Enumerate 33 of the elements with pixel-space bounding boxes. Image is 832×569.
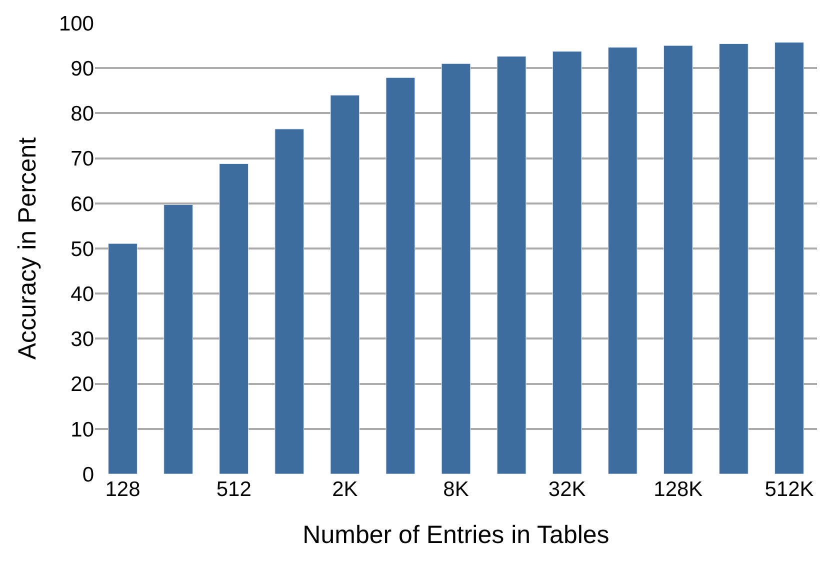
x-tick-label: 32K — [548, 478, 586, 501]
bar — [330, 94, 360, 474]
x-tick-label: 512K — [764, 478, 814, 501]
bar — [108, 243, 138, 474]
y-tick-label: 0 — [82, 463, 94, 486]
y-tick-label: 100 — [58, 12, 94, 36]
bar — [219, 163, 249, 474]
x-tick-label: 512 — [216, 478, 252, 501]
x-tick-label: 8K — [443, 478, 469, 501]
x-tick-label: 128 — [105, 478, 140, 501]
y-tick-label: 40 — [70, 282, 94, 306]
x-tick-label: 2K — [332, 478, 358, 501]
y-axis-title: Accuracy in Percent — [14, 137, 42, 360]
y-tick-label: 90 — [70, 57, 94, 80]
bar — [552, 51, 582, 474]
bar — [608, 47, 638, 474]
bar — [496, 56, 526, 474]
bar — [774, 42, 804, 474]
y-tick-label: 50 — [70, 238, 94, 261]
x-axis-title: Number of Entries in Tables — [302, 521, 610, 549]
y-tick-label: 70 — [70, 148, 94, 171]
bar — [386, 77, 416, 474]
bar — [663, 45, 693, 474]
bar — [164, 204, 193, 474]
bar — [441, 63, 471, 474]
x-tick-label: 128K — [654, 478, 703, 501]
bar — [719, 44, 748, 474]
y-tick-label: 10 — [70, 418, 94, 442]
y-tick-label: 30 — [70, 328, 94, 352]
y-tick-label: 60 — [70, 192, 94, 216]
bar — [274, 128, 304, 474]
y-tick-label: 80 — [70, 102, 94, 126]
y-tick-label: 20 — [70, 373, 94, 396]
